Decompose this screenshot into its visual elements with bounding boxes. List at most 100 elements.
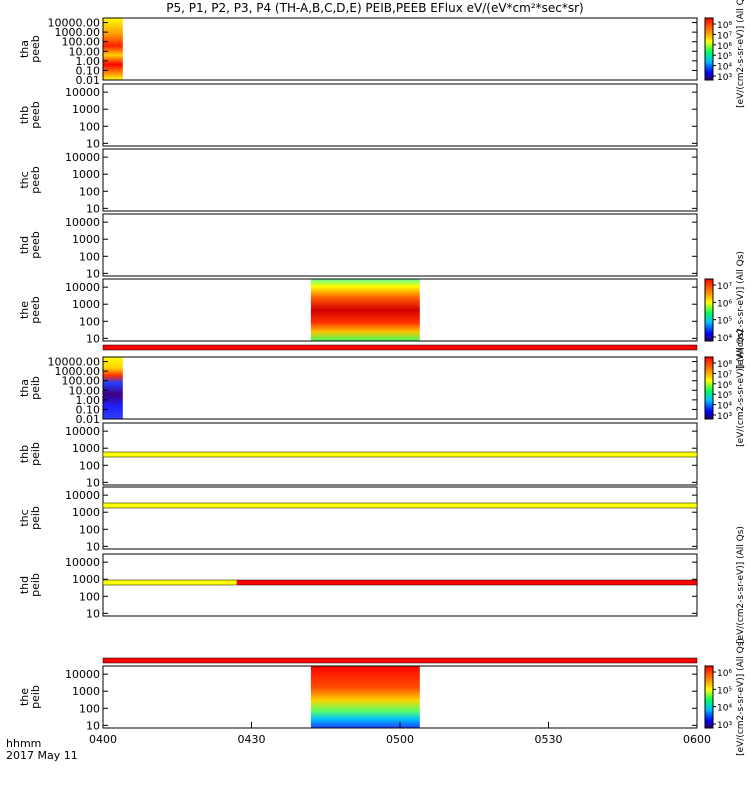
panel-label: peib: [29, 506, 42, 530]
y-tick-label: 10000.00: [48, 356, 101, 369]
spectrogram-block: [310, 666, 420, 728]
colorbar-tick-label: 10⁴: [717, 63, 732, 73]
y-tick-label: 100: [79, 590, 100, 603]
colorbar: [704, 278, 714, 342]
x-tick-label: 0500: [386, 733, 414, 746]
y-tick-label: 1000: [72, 506, 100, 519]
panel-label: thd: [18, 236, 31, 254]
status-bar-frame: [102, 344, 698, 351]
status-bar-segment: [103, 345, 697, 350]
colorbar-tick-label: 10⁸: [717, 21, 732, 31]
spectrogram-block: [310, 279, 420, 341]
y-tick-label: 10: [86, 202, 100, 215]
panel-frame: [102, 486, 698, 550]
colorbar-tick-label: 10⁴: [717, 704, 732, 714]
y-tick-label: 100: [79, 315, 100, 328]
y-tick-label: 100: [79, 185, 100, 198]
y-tick-label: 10000: [65, 151, 100, 164]
x-tick-label: 0530: [535, 733, 563, 746]
y-tick-label: 10.00: [69, 384, 101, 397]
colorbar-tick-label: 10³: [717, 412, 732, 422]
y-tick-label: 1000: [72, 298, 100, 311]
title: P5, P1, P2, P3, P4 (TH-A,B,C,D,E) PEIB,P…: [166, 1, 584, 15]
colorbar-tick-label: 10³: [717, 721, 732, 731]
y-tick-label: 1000.00: [55, 26, 101, 39]
colorbar: [704, 17, 714, 81]
x-tick-label: 0600: [683, 733, 711, 746]
y-tick-label: 1000: [72, 168, 100, 181]
panel-label: peeb: [29, 35, 42, 63]
y-tick-label: 10000: [65, 86, 100, 99]
y-tick-label: 0.01: [76, 74, 101, 87]
status-bar-frame: [102, 657, 698, 664]
colorbar: [704, 356, 714, 420]
y-tick-label: 0.10: [76, 64, 101, 77]
y-tick-label: 10000: [65, 216, 100, 229]
date-label: 2017 May 11: [6, 749, 78, 762]
status-bar-frame: [102, 502, 698, 509]
colorbar-tick-label: 10⁶: [717, 42, 732, 52]
y-tick-label: 10000: [65, 281, 100, 294]
panel-label: thb: [18, 106, 31, 124]
y-tick-label: 1.00: [76, 55, 101, 68]
y-tick-label: 10000.00: [48, 17, 101, 30]
y-tick-label: 10000: [65, 668, 100, 681]
y-tick-label: 1000: [72, 103, 100, 116]
y-tick-label: 0.01: [76, 413, 101, 426]
panel-frame: [102, 356, 698, 420]
y-tick-label: 100: [79, 702, 100, 715]
colorbar-tick-label: 10⁴: [717, 334, 732, 344]
panel-label: thb: [18, 445, 31, 463]
panel-label: thc: [18, 509, 31, 526]
colorbar-tick-label: 10⁵: [717, 317, 732, 327]
y-tick-label: 10: [86, 137, 100, 150]
colorbar-tick-label: 10⁵: [717, 391, 732, 401]
y-tick-label: 100: [79, 120, 100, 133]
panel-label: thc: [18, 171, 31, 188]
y-tick-label: 100.00: [62, 375, 101, 388]
panel-label: peib: [29, 685, 42, 709]
x-tick-label: 0400: [89, 733, 117, 746]
colorbar-label: [eV/(cm2-s-sr-eV)] (All Qs): [736, 0, 746, 108]
panel-label: the: [18, 301, 31, 319]
colorbar-tick-label: 10⁸: [717, 360, 732, 370]
status-bar-segment: [103, 658, 697, 663]
y-tick-label: 10: [86, 540, 100, 553]
y-tick-label: 10: [86, 476, 100, 489]
y-tick-label: 10: [86, 267, 100, 280]
panel-label: peeb: [29, 166, 42, 194]
panel-frame: [102, 213, 698, 277]
y-tick-label: 10000: [65, 489, 100, 502]
status-bar-frame: [102, 579, 698, 586]
colorbar-tick-label: 10⁷: [717, 31, 732, 41]
colorbar-label: [eV/(cm2-s-sr-eV)] (All Qs): [736, 638, 746, 756]
panel-label: tha: [18, 40, 31, 58]
spectrogram-block: [103, 357, 123, 419]
panel-label: peib: [29, 442, 42, 466]
colorbar-tick-label: 10⁴: [717, 402, 732, 412]
colorbar-tick-label: 10⁵: [717, 52, 732, 62]
status-bar-segment: [103, 452, 697, 457]
y-tick-label: 1000.00: [55, 365, 101, 378]
y-tick-label: 0.10: [76, 403, 101, 416]
panel-label: peib: [29, 376, 42, 400]
y-tick-label: 10: [86, 607, 100, 620]
colorbar-tick-label: 10⁵: [717, 686, 732, 696]
y-tick-label: 100: [79, 250, 100, 263]
time-axis-label: hhmm: [6, 737, 42, 750]
status-bar-segment: [103, 503, 697, 508]
status-bar-frame: [102, 451, 698, 458]
colorbar-label: [eV/(cm2-s-sr-eV)] (All Qs): [736, 526, 746, 644]
y-tick-label: 100: [79, 459, 100, 472]
panel-label: peeb: [29, 101, 42, 129]
colorbar-tick-label: 10⁶: [717, 381, 732, 391]
panel-frame: [102, 278, 698, 342]
panel-label: peeb: [29, 231, 42, 259]
x-tick-label: 0430: [238, 733, 266, 746]
panel-label: peib: [29, 573, 42, 597]
